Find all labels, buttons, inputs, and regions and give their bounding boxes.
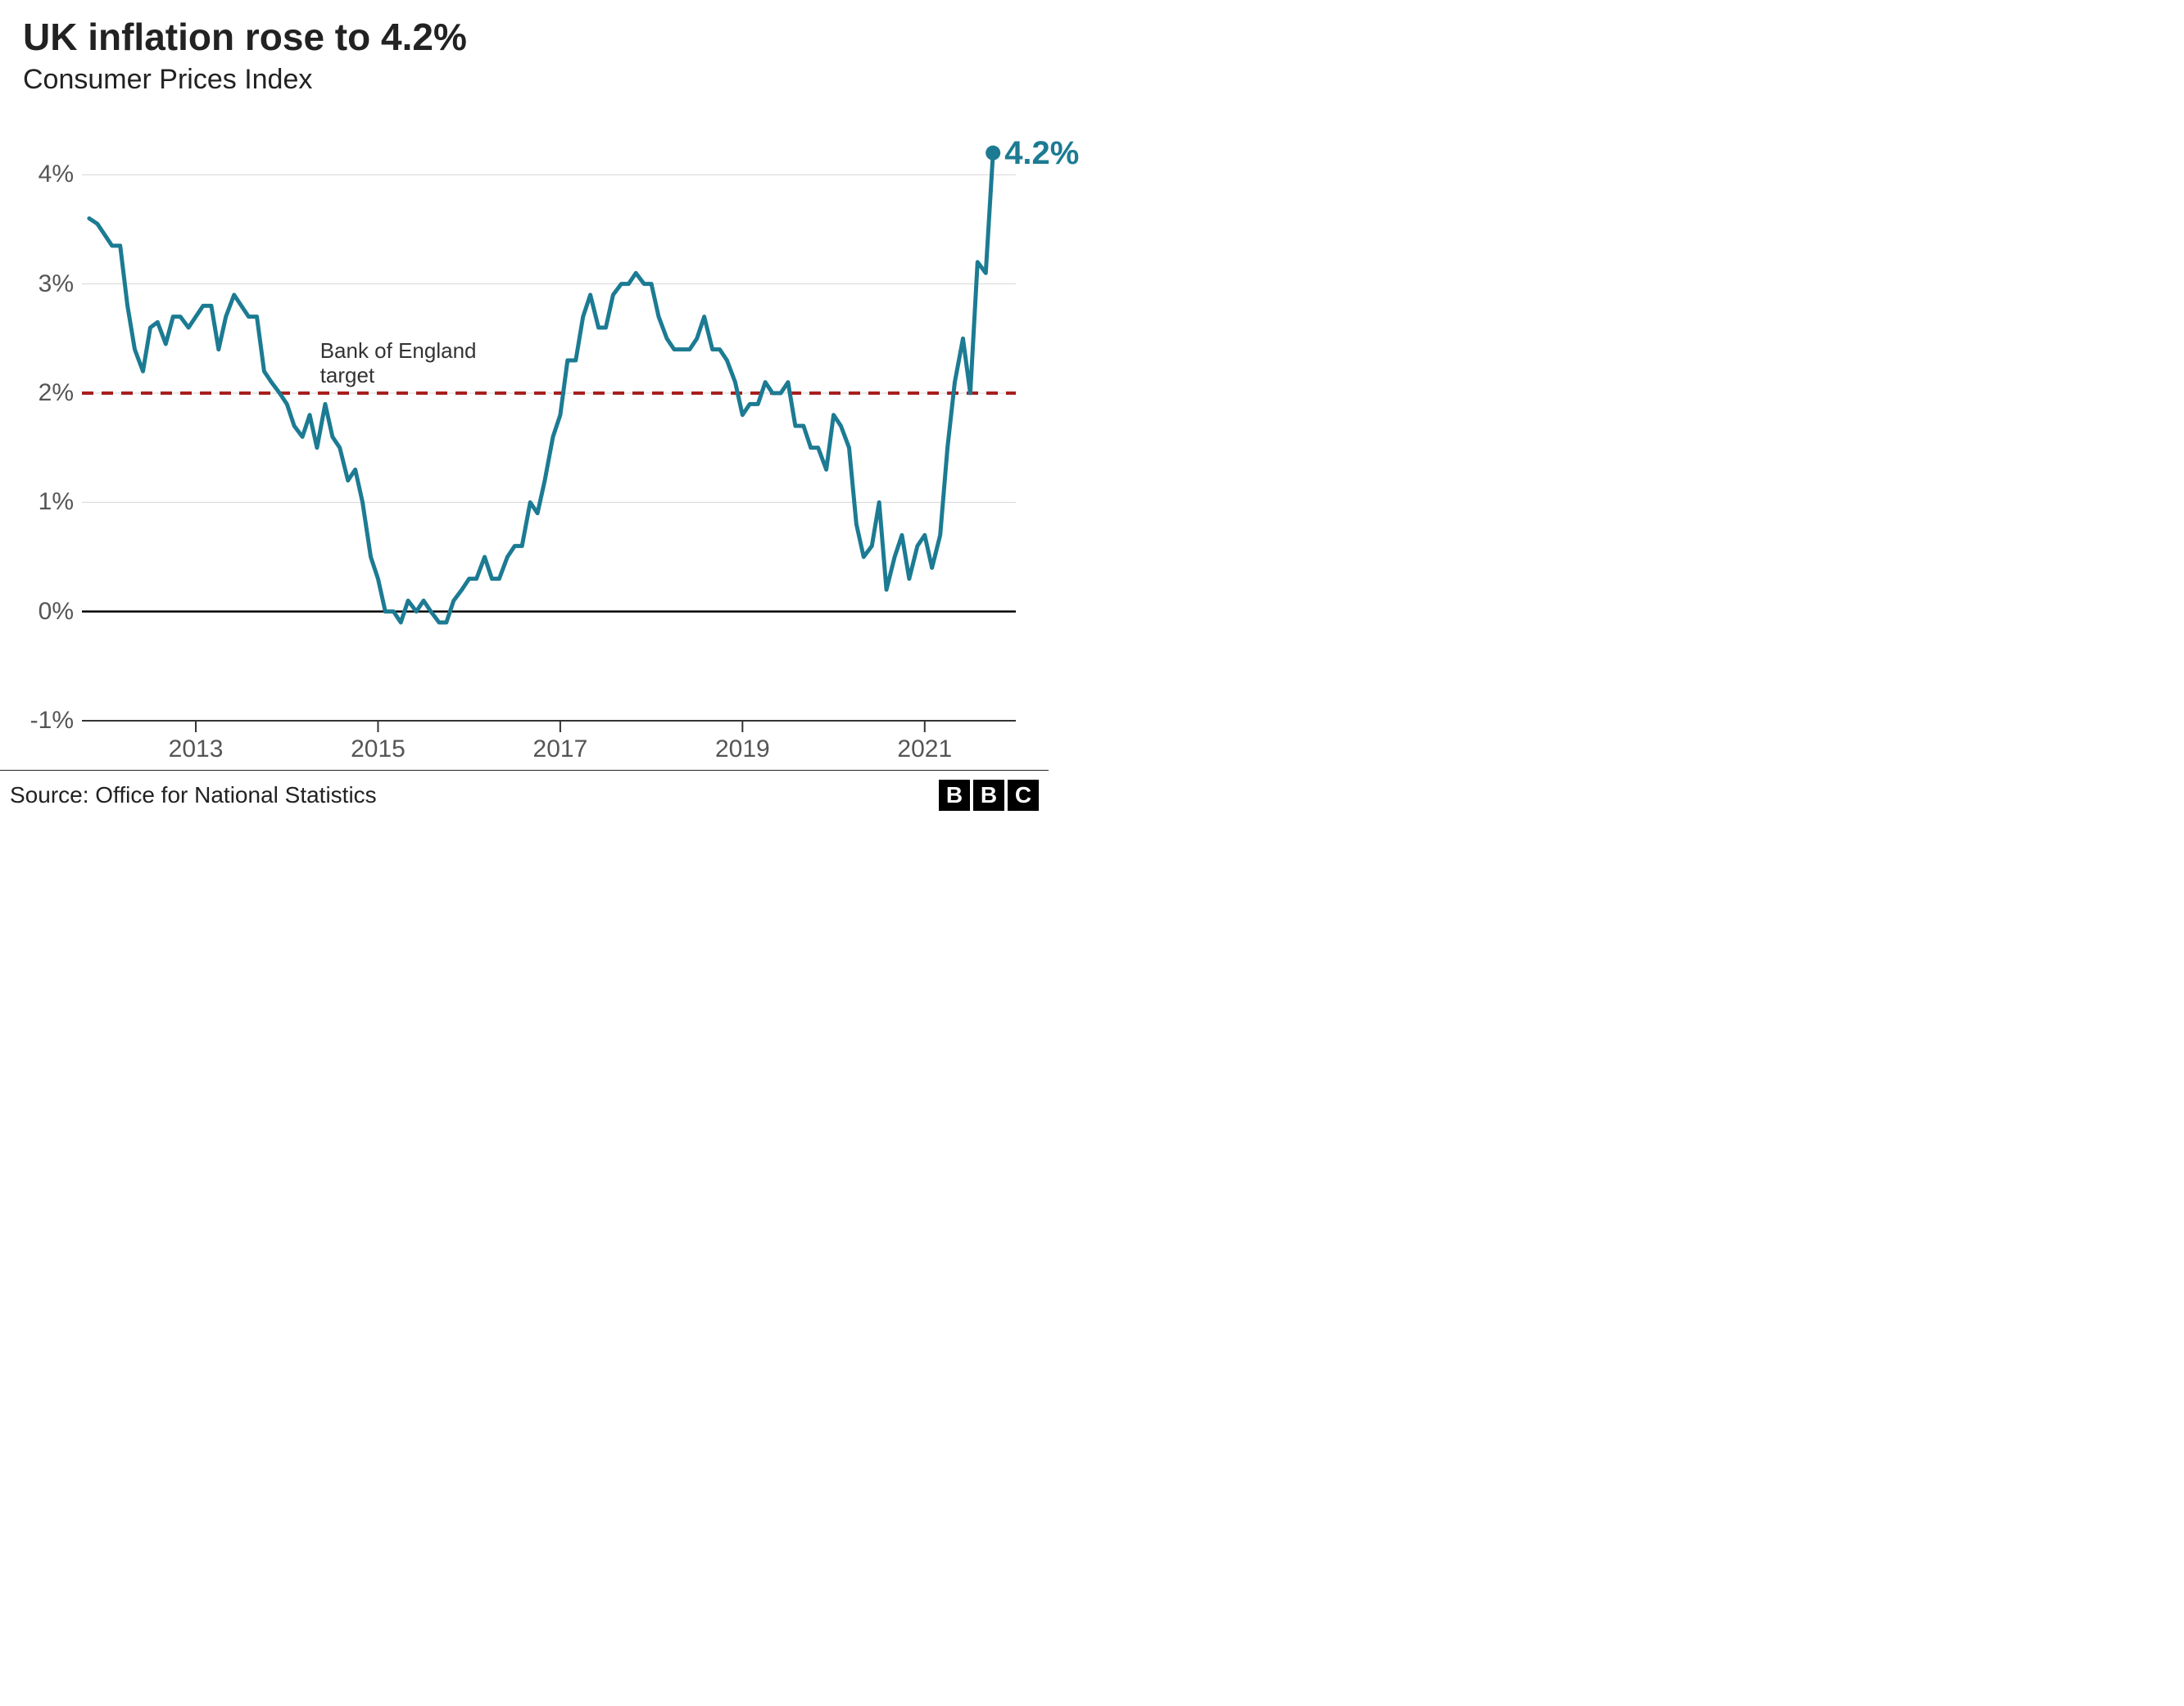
target-annotation: Bank of Englandtarget xyxy=(320,339,477,388)
chart-title: UK inflation rose to 4.2% xyxy=(23,15,467,59)
y-tick-label: 4% xyxy=(8,161,74,188)
y-tick-label: 0% xyxy=(8,598,74,626)
source-label: Source: Office for National Statistics xyxy=(10,782,377,808)
y-tick-label: -1% xyxy=(8,707,74,735)
bbc-logo-letter: B xyxy=(973,780,1004,811)
chart-footer: Source: Office for National Statistics B… xyxy=(0,770,1049,819)
y-tick-label: 2% xyxy=(8,379,74,407)
x-tick-label: 2019 xyxy=(715,735,770,763)
plot-area xyxy=(82,131,1016,721)
bbc-logo-letter: C xyxy=(1008,780,1039,811)
endpoint-label: 4.2% xyxy=(1004,135,1079,172)
y-tick-label: 3% xyxy=(8,270,74,298)
bbc-logo-letter: B xyxy=(939,780,970,811)
x-tick-label: 2017 xyxy=(533,735,588,763)
chart-subtitle: Consumer Prices Index xyxy=(23,64,312,96)
y-tick-label: 1% xyxy=(8,488,74,516)
x-tick-label: 2013 xyxy=(169,735,224,763)
chart-svg xyxy=(82,131,1016,721)
x-tick-label: 2021 xyxy=(897,735,952,763)
x-tick-label: 2015 xyxy=(351,735,406,763)
chart-container: UK inflation rose to 4.2% Consumer Price… xyxy=(0,0,1049,819)
bbc-logo: B B C xyxy=(939,780,1039,811)
